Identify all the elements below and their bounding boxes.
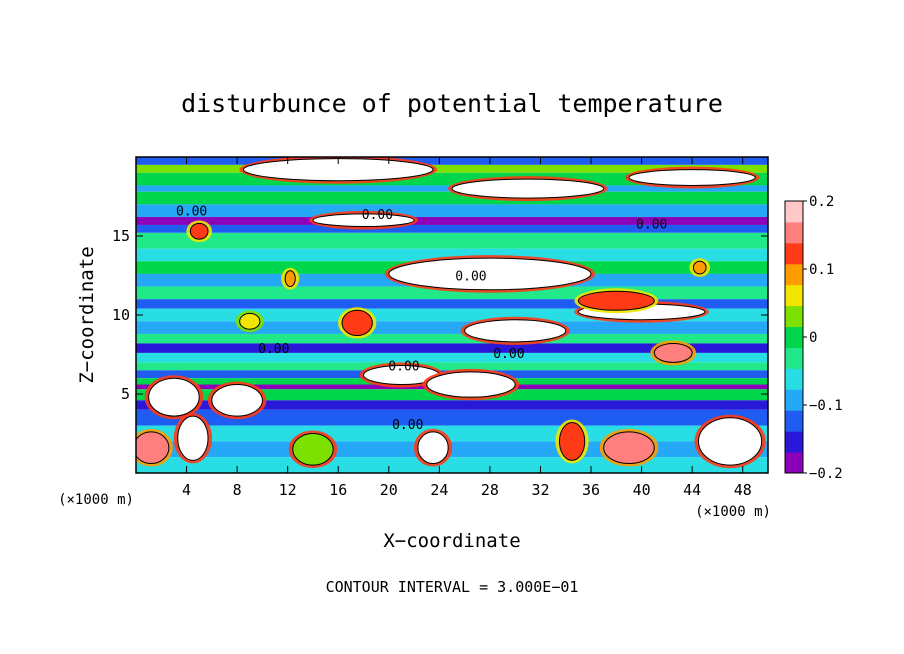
field-blob-3 [312,213,415,228]
x-unit-right: (×1000 m) [695,504,771,520]
colorbar [785,201,803,474]
field-band-6 [136,217,768,225]
contour-label-6: 0.00 [388,360,419,375]
colorbar-swatch-3 [785,389,803,411]
chart-title: disturbunce of potential temperature [181,89,723,118]
field-band-8 [136,232,768,249]
field-blob-21 [239,312,261,330]
contour-label-4: 0.00 [258,342,289,357]
x-tick-label-11: 48 [734,481,752,499]
field-blob-23 [692,260,707,275]
field-band-5 [136,204,768,218]
colorbar-swatch-10 [785,242,803,265]
y-axis-ticks: 5 10 15 [112,227,768,403]
y-tick-label-2: 15 [112,227,130,245]
colorbar-ticks: 0.2 0.1 0 −0.1 −0.2 [803,194,843,482]
field-band-4 [136,191,768,205]
x-tick-label-9: 40 [633,481,651,499]
x-tick-label-7: 32 [531,481,549,499]
field-band-17 [136,343,768,353]
contour-labels: 0.00 0.00 0.00 0.00 0.00 0.00 0.00 0.00 [176,205,667,433]
x-tick-label-5: 24 [430,481,448,499]
colorbar-tick-label-3: −0.1 [809,398,843,414]
field-blob-4 [388,257,592,291]
field-band-28 [136,457,768,473]
plot-area: 0.00 0.00 0.00 0.00 0.00 0.00 0.00 0.00 [136,157,768,473]
field-band-9 [136,248,768,262]
field-blob-16 [558,421,586,461]
colorbar-swatch-0 [785,452,803,474]
field-blob-1 [451,178,605,199]
colorbar-swatch-1 [785,431,803,453]
contour-label-0: 0.00 [176,205,207,220]
field-blob-20 [284,270,296,288]
x-axis-ticks: 4 8 12 16 20 24 28 32 36 40 44 48 [182,157,752,499]
x-tick-label-2: 12 [279,481,297,499]
field-band-1 [136,164,768,173]
field-band-16 [136,333,768,344]
colorbar-swatch-9 [785,263,803,286]
x-tick-label-1: 8 [233,481,242,499]
field-band-7 [136,224,768,233]
x-tick-label-10: 44 [683,481,701,499]
field-blob-5 [464,319,567,343]
colorbar-swatch-5 [785,347,803,369]
colorbar-tick-label-4: −0.2 [809,466,843,482]
colorbar-swatch-2 [785,410,803,432]
field-band-18 [136,352,768,363]
field-band-19 [136,362,768,371]
field-blob-12 [136,431,170,465]
colorbar-swatch-7 [785,305,803,328]
contour-label-7: 0.00 [392,418,423,433]
x-tick-label-4: 20 [380,481,398,499]
field-blob-15 [417,431,449,465]
field-blob-22 [341,309,373,337]
field-band-24 [136,400,768,410]
field-band-0 [136,157,768,165]
field-band-26 [136,425,768,442]
field-band-13 [136,299,768,309]
colorbar-swatch-4 [785,368,803,390]
colorbar-tick-label-2: 0 [809,330,817,346]
x-tick-label-3: 16 [329,481,347,499]
contour-label-2: 0.00 [636,217,667,232]
contour-label-3: 0.00 [455,270,486,285]
x-axis-label: X−coordinate [383,530,520,552]
x-tick-label-8: 36 [582,481,600,499]
field-blob-11 [148,377,200,417]
field-blob-2 [628,169,756,186]
field-blob-13 [177,415,209,461]
colorbar-tick-label-1: 0.1 [809,262,834,278]
field-blob-10 [211,384,263,417]
x-unit-left: (×1000 m) [58,492,134,508]
contour-interval: CONTOUR INTERVAL = 3.000E−01 [326,578,579,596]
x-tick-label-0: 4 [182,481,191,499]
field-band-25 [136,409,768,426]
field-blob-19 [189,222,209,240]
y-axis-label: Z−coordinate [76,246,98,383]
field-blob-24 [653,342,693,363]
colorbar-swatch-12 [785,201,803,223]
y-tick-label-0: 5 [121,385,130,403]
field-blob-7 [577,290,655,311]
y-tick-label-1: 10 [112,306,130,324]
colorbar-swatch-11 [785,221,803,244]
field-blob-17 [603,431,655,465]
field-blob-9 [426,371,516,398]
contour-label-5: 0.00 [493,347,524,362]
field-blob-18 [697,417,763,466]
colorbar-swatch-8 [785,284,803,307]
field-blob-14 [292,433,334,466]
colorbar-swatch-6 [785,326,803,348]
field-blobs [136,157,766,469]
x-tick-label-6: 28 [481,481,499,499]
colorbar-tick-label-0: 0.2 [809,194,834,210]
field-band-15 [136,321,768,334]
contour-label-1: 0.00 [362,208,393,223]
